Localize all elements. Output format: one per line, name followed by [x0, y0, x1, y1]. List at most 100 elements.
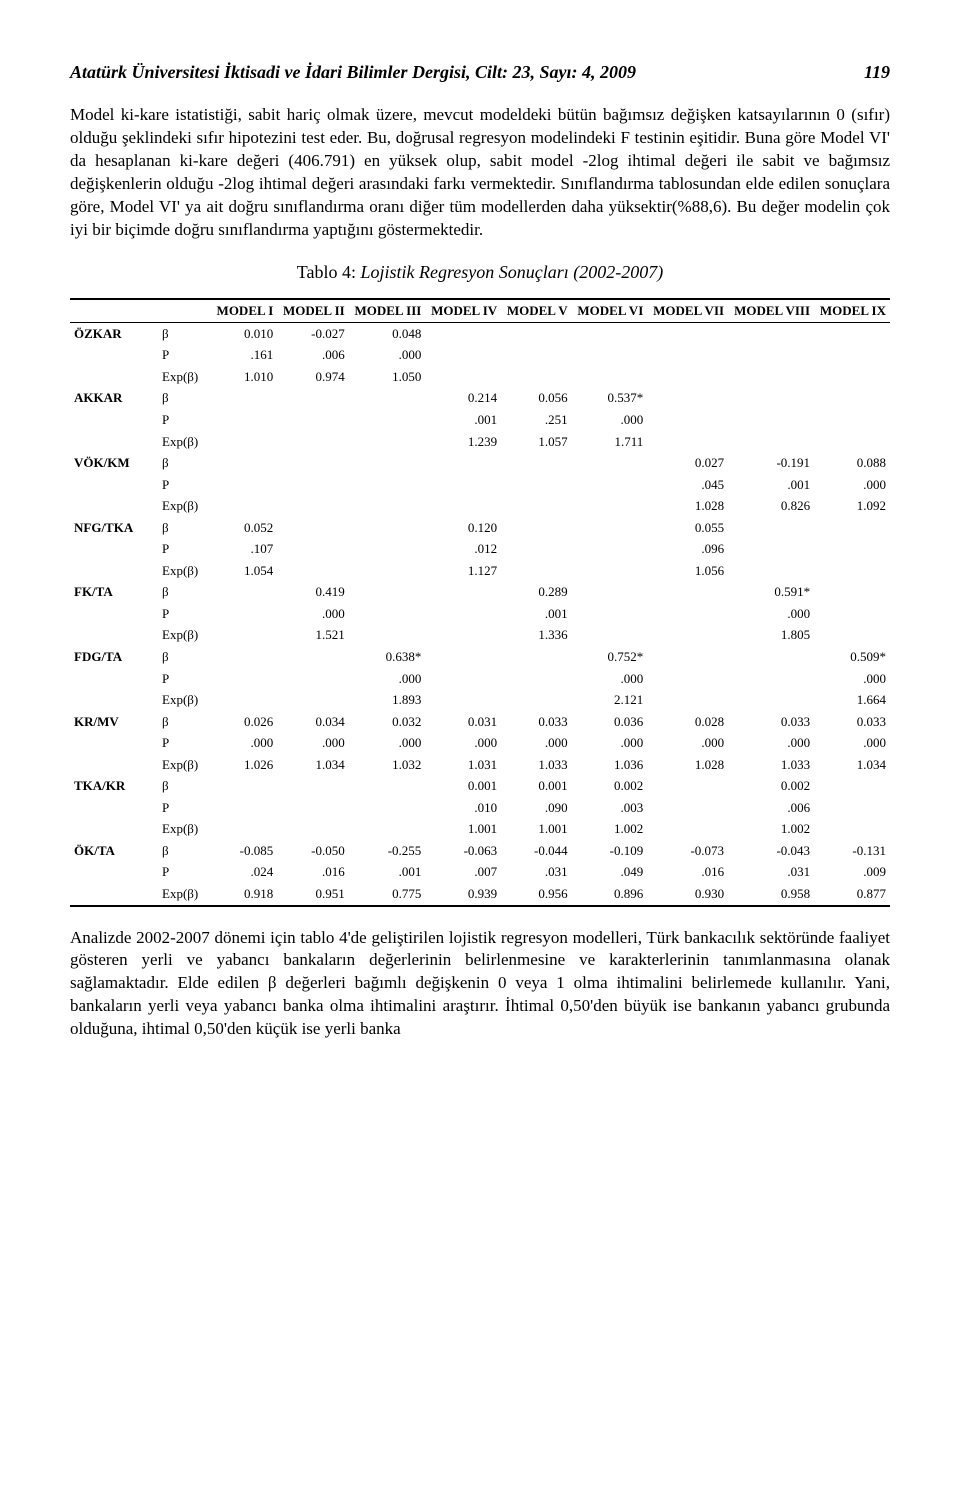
value-cell: 1.057: [501, 431, 571, 453]
value-cell: [728, 517, 814, 539]
value-cell: [349, 452, 426, 474]
th-m6: MODEL VI: [572, 299, 648, 322]
value-cell: -0.191: [728, 452, 814, 474]
value-cell: -0.073: [647, 840, 728, 862]
value-cell: [814, 797, 890, 819]
value-cell: [728, 322, 814, 344]
value-cell: [211, 797, 277, 819]
value-cell: .000: [501, 732, 571, 754]
th-m2: MODEL II: [277, 299, 348, 322]
th-m1: MODEL I: [211, 299, 277, 322]
value-cell: -0.063: [425, 840, 501, 862]
value-cell: [277, 495, 348, 517]
value-cell: [277, 431, 348, 453]
value-cell: .000: [647, 732, 728, 754]
value-cell: [647, 797, 728, 819]
stat-cell: β: [158, 646, 211, 668]
value-cell: [647, 344, 728, 366]
value-cell: [814, 603, 890, 625]
value-cell: [728, 387, 814, 409]
value-cell: [349, 517, 426, 539]
value-cell: 0.055: [647, 517, 728, 539]
value-cell: -0.085: [211, 840, 277, 862]
value-cell: [349, 560, 426, 582]
var-cell: [70, 818, 158, 840]
value-cell: [425, 624, 501, 646]
table-row: P.000.001.000: [70, 603, 890, 625]
value-cell: [425, 366, 501, 388]
value-cell: 0.289: [501, 581, 571, 603]
value-cell: [425, 344, 501, 366]
value-cell: [572, 517, 648, 539]
value-cell: [349, 431, 426, 453]
table-row: Exp(β)1.2391.0571.711: [70, 431, 890, 453]
value-cell: 1.664: [814, 689, 890, 711]
value-cell: [211, 775, 277, 797]
var-cell: ÖK/TA: [70, 840, 158, 862]
value-cell: .006: [728, 797, 814, 819]
table-row: AKKARβ0.2140.0560.537*: [70, 387, 890, 409]
value-cell: -0.027: [277, 322, 348, 344]
table-row: Exp(β)1.0280.8261.092: [70, 495, 890, 517]
value-cell: .096: [647, 538, 728, 560]
value-cell: 0.930: [647, 883, 728, 906]
value-cell: [647, 775, 728, 797]
value-cell: [425, 603, 501, 625]
value-cell: -0.255: [349, 840, 426, 862]
stat-cell: β: [158, 711, 211, 733]
value-cell: 1.336: [501, 624, 571, 646]
value-cell: .016: [647, 861, 728, 883]
value-cell: [211, 431, 277, 453]
value-cell: [277, 797, 348, 819]
stat-cell: β: [158, 517, 211, 539]
value-cell: .001: [501, 603, 571, 625]
value-cell: 2.121: [572, 689, 648, 711]
value-cell: [425, 322, 501, 344]
table-row: NFG/TKAβ0.0520.1200.055: [70, 517, 890, 539]
stat-cell: β: [158, 322, 211, 344]
value-cell: .010: [425, 797, 501, 819]
table-caption-title: Lojistik Regresyon Sonuçları (2002-2007): [360, 262, 663, 282]
value-cell: .009: [814, 861, 890, 883]
var-cell: [70, 431, 158, 453]
value-cell: .001: [425, 409, 501, 431]
value-cell: .000: [349, 732, 426, 754]
table-row: KR/MVβ0.0260.0340.0320.0310.0330.0360.02…: [70, 711, 890, 733]
value-cell: 0.048: [349, 322, 426, 344]
value-cell: [814, 624, 890, 646]
value-cell: 0.056: [501, 387, 571, 409]
stat-cell: P: [158, 538, 211, 560]
value-cell: 0.033: [814, 711, 890, 733]
value-cell: 0.027: [647, 452, 728, 474]
value-cell: -0.109: [572, 840, 648, 862]
var-cell: [70, 883, 158, 906]
value-cell: [572, 603, 648, 625]
value-cell: .001: [728, 474, 814, 496]
value-cell: 0.638*: [349, 646, 426, 668]
th-m7: MODEL VII: [647, 299, 728, 322]
value-cell: .000: [572, 668, 648, 690]
journal-title: Atatürk Üniversitesi İktisadi ve İdari B…: [70, 60, 636, 84]
value-cell: .000: [425, 732, 501, 754]
value-cell: -0.131: [814, 840, 890, 862]
value-cell: [211, 581, 277, 603]
value-cell: .161: [211, 344, 277, 366]
value-cell: [425, 668, 501, 690]
value-cell: 1.031: [425, 754, 501, 776]
value-cell: [211, 818, 277, 840]
value-cell: [501, 495, 571, 517]
stat-cell: Exp(β): [158, 495, 211, 517]
value-cell: 1.054: [211, 560, 277, 582]
var-cell: [70, 366, 158, 388]
var-cell: AKKAR: [70, 387, 158, 409]
table-row: Exp(β)1.0100.9741.050: [70, 366, 890, 388]
value-cell: [728, 560, 814, 582]
value-cell: [349, 474, 426, 496]
value-cell: 0.034: [277, 711, 348, 733]
value-cell: 0.826: [728, 495, 814, 517]
stat-cell: P: [158, 797, 211, 819]
stat-cell: β: [158, 840, 211, 862]
table-row: P.010.090.003.006: [70, 797, 890, 819]
var-cell: [70, 861, 158, 883]
value-cell: 0.958: [728, 883, 814, 906]
